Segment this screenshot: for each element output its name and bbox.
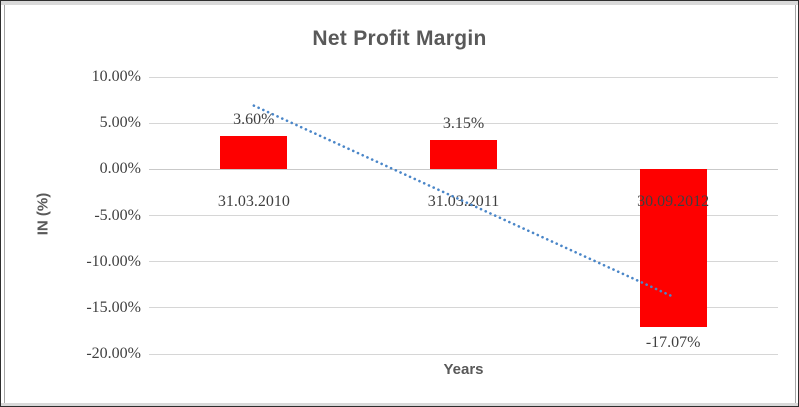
y-tick-label: -5.00%: [94, 206, 141, 224]
frame-edge-left: [4, 5, 5, 403]
gridline--10: [149, 261, 778, 263]
chart-title: Net Profit Margin: [312, 27, 487, 50]
category-label: 30.09.2012: [637, 193, 710, 211]
y-tick-label: -10.00%: [86, 252, 141, 270]
y-tick-label: 0.00%: [99, 160, 141, 178]
plot-area: 3.60% 31.03.2010 3.15% 31.03.2011 -17.07% 30.…: [149, 76, 778, 355]
gridline--5: [149, 215, 778, 216]
y-tick-label: 5.00%: [99, 114, 141, 132]
y-tick-label: -20.00%: [86, 345, 141, 362]
y-tick-label: -15.00%: [86, 298, 141, 316]
frame-edge-right: [795, 5, 796, 403]
data-label: 3.15%: [442, 115, 485, 133]
category-label: 31.03.2011: [427, 193, 500, 211]
bar-31.03.2011: [430, 140, 497, 170]
gridline-10: [149, 76, 778, 78]
category-label: 31.03.2010: [217, 193, 290, 211]
bar-30.09.2012: [639, 169, 707, 327]
frame-strip-bottom: [1, 403, 798, 406]
trendline: [252, 104, 675, 299]
gridline--20: [149, 353, 778, 355]
gridline--15: [149, 307, 778, 309]
x-axis-title: Years: [443, 361, 484, 378]
y-tick-label: 10.00%: [91, 68, 141, 85]
bar-31.03.2010: [220, 136, 288, 170]
frame-strip-top: [1, 1, 798, 5]
gridline-0: [149, 168, 778, 170]
data-label: 3.60%: [233, 111, 275, 129]
data-label: -17.07%: [645, 333, 701, 351]
gridline-5: [149, 122, 778, 124]
